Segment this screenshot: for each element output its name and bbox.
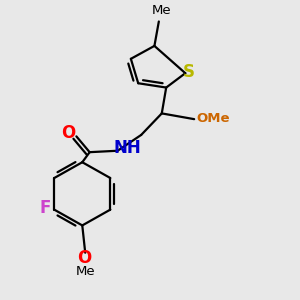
Text: Me: Me [152, 4, 171, 17]
Text: OMe: OMe [196, 112, 230, 125]
Text: S: S [183, 63, 195, 81]
Text: O: O [61, 124, 75, 142]
Text: NH: NH [113, 140, 141, 158]
Text: F: F [39, 199, 50, 217]
Text: O: O [77, 249, 92, 267]
Text: Me: Me [76, 265, 96, 278]
